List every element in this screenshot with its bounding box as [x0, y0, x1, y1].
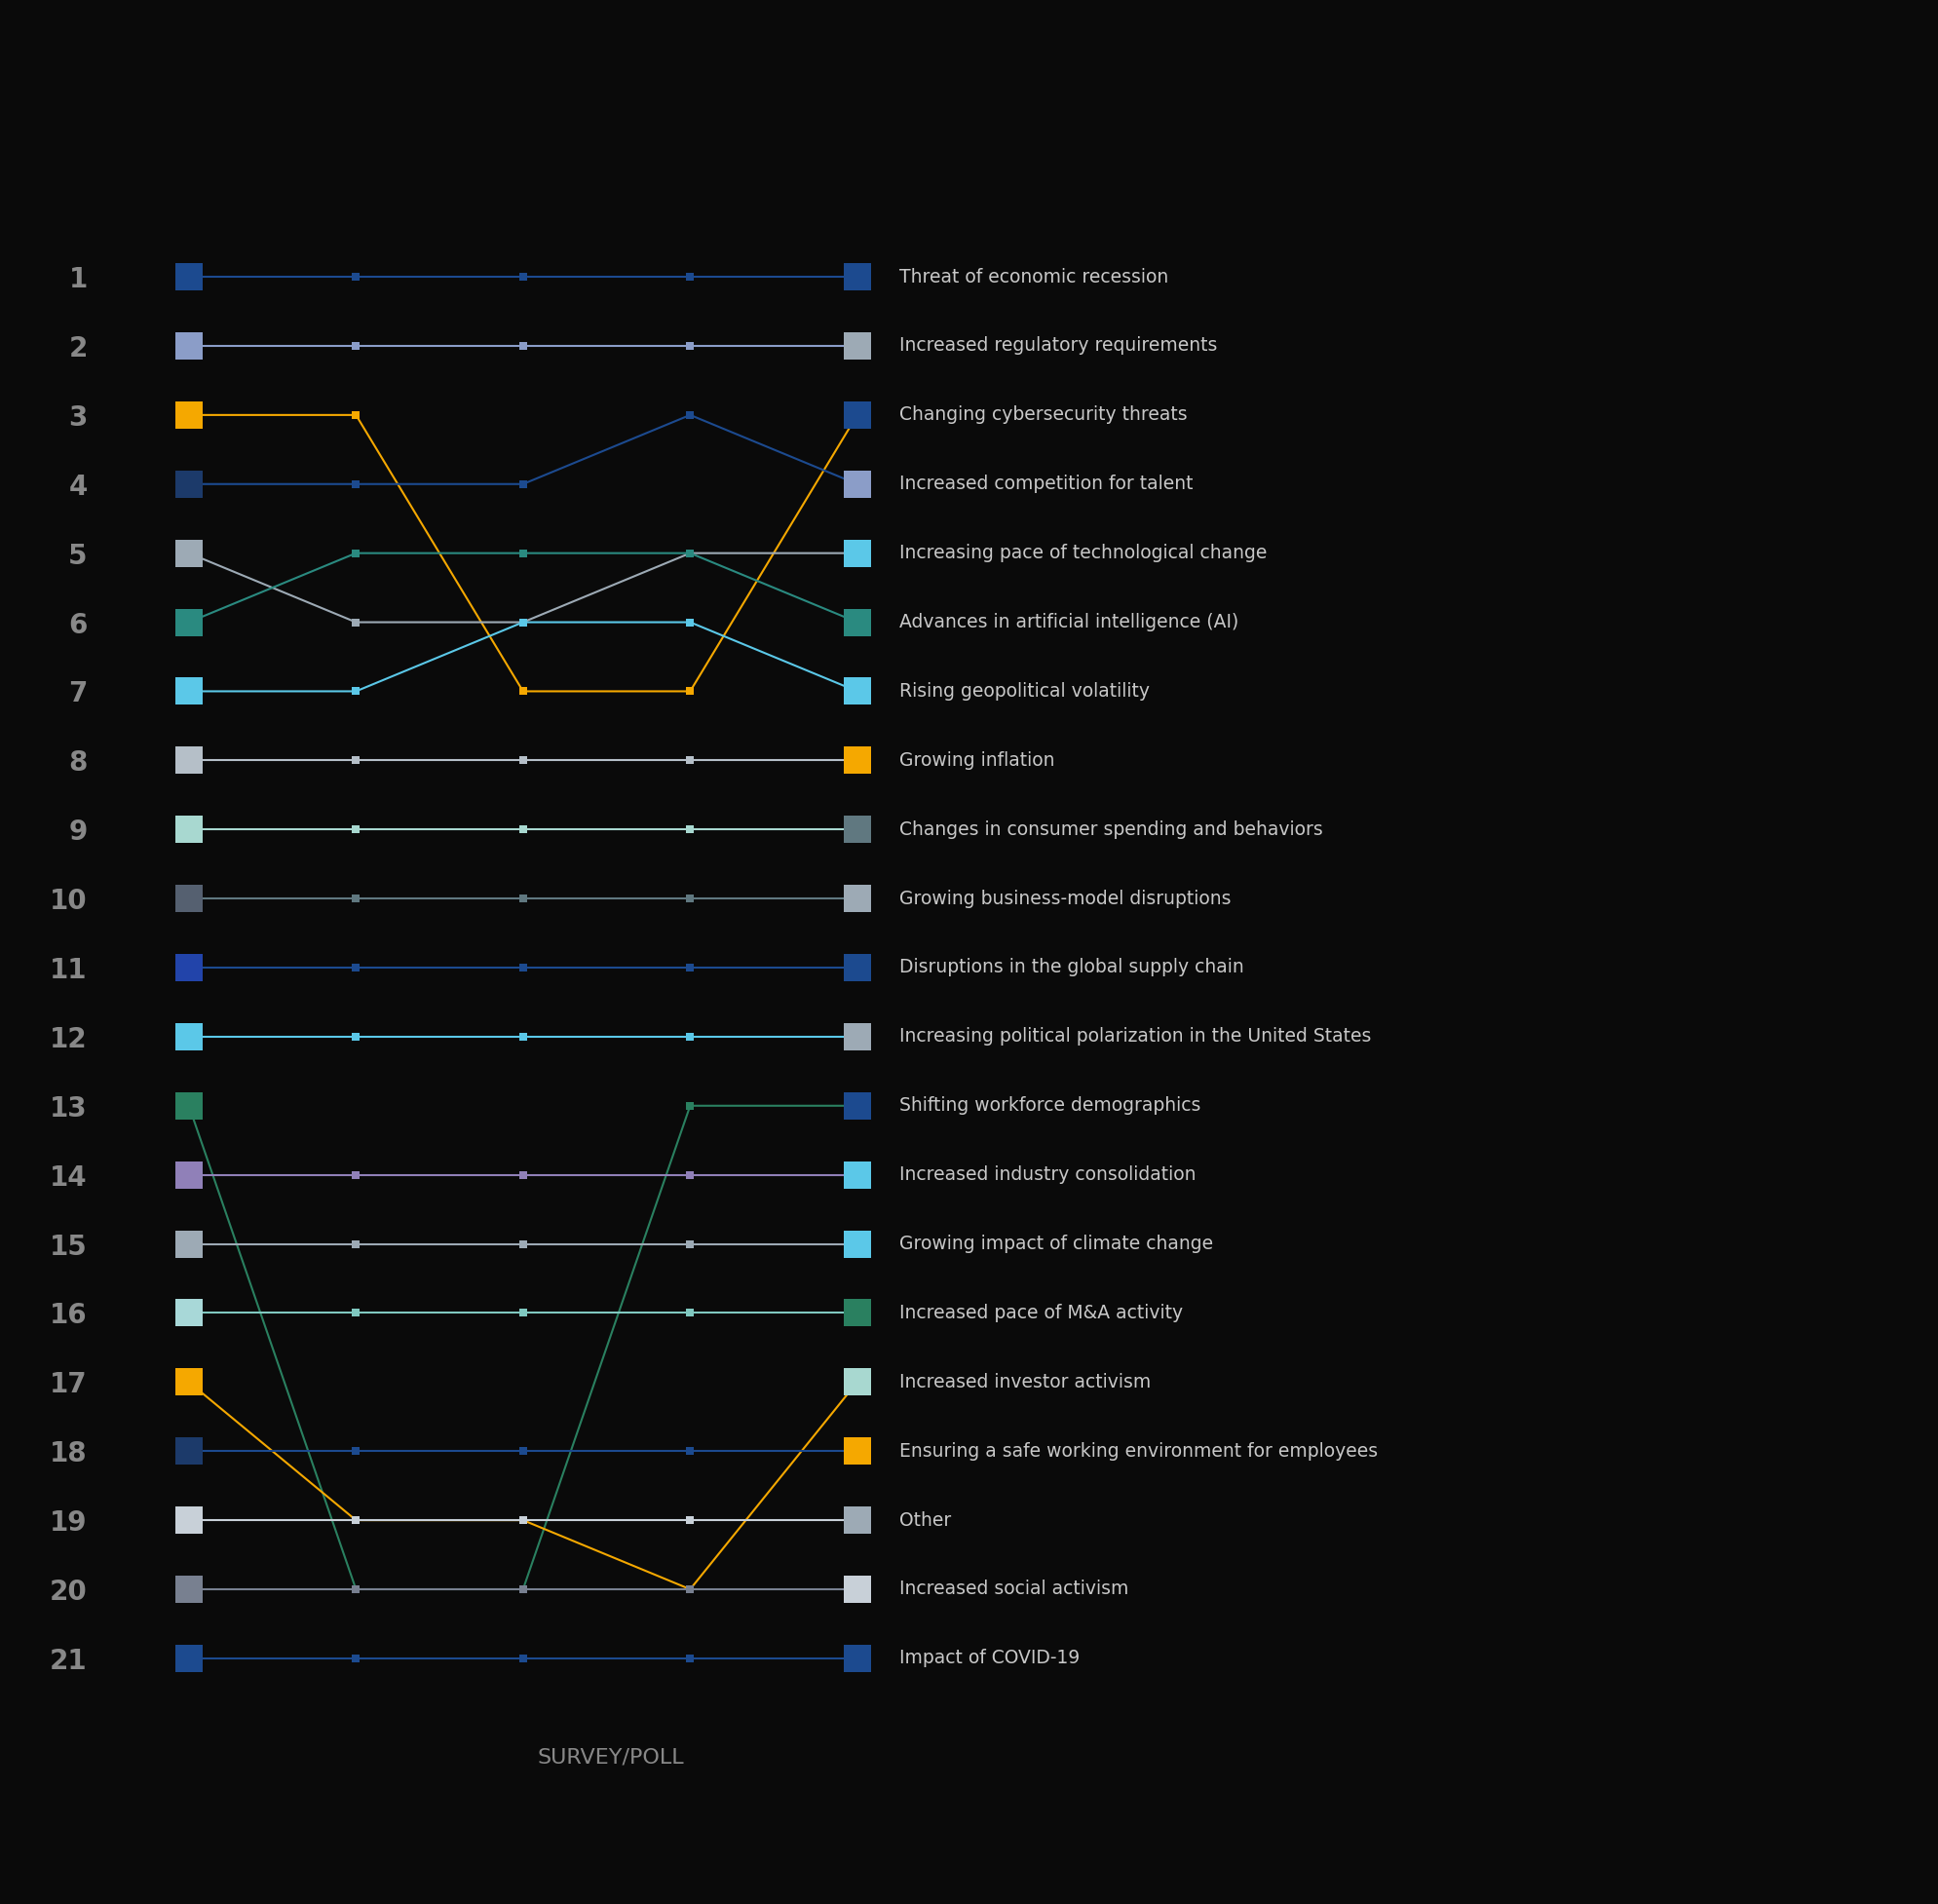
Text: Disruptions in the global supply chain: Disruptions in the global supply chain	[899, 958, 1242, 977]
Text: Changing cybersecurity threats: Changing cybersecurity threats	[899, 406, 1186, 425]
Text: Growing business-model disruptions: Growing business-model disruptions	[899, 889, 1231, 908]
Text: Increasing political polarization in the United States: Increasing political polarization in the…	[899, 1028, 1370, 1045]
Text: Ensuring a safe working environment for employees: Ensuring a safe working environment for …	[899, 1441, 1376, 1460]
Text: Increased industry consolidation: Increased industry consolidation	[899, 1165, 1196, 1184]
Text: Rising geopolitical volatility: Rising geopolitical volatility	[899, 682, 1149, 701]
Text: Increased competition for talent: Increased competition for talent	[899, 474, 1192, 493]
Text: Growing impact of climate change: Growing impact of climate change	[899, 1234, 1213, 1253]
Text: Increased investor activism: Increased investor activism	[899, 1373, 1149, 1392]
Text: Advances in artificial intelligence (AI): Advances in artificial intelligence (AI)	[899, 613, 1238, 632]
Text: Growing inflation: Growing inflation	[899, 750, 1054, 769]
Text: Impact of COVID-19: Impact of COVID-19	[899, 1649, 1079, 1668]
Text: Increasing pace of technological change: Increasing pace of technological change	[899, 545, 1266, 562]
Text: Increased regulatory requirements: Increased regulatory requirements	[899, 337, 1217, 356]
Text: Changes in consumer spending and behaviors: Changes in consumer spending and behavio…	[899, 821, 1322, 838]
Text: Increased pace of M&A activity: Increased pace of M&A activity	[899, 1304, 1182, 1321]
X-axis label: SURVEY/POLL: SURVEY/POLL	[537, 1748, 684, 1767]
Text: Increased social activism: Increased social activism	[899, 1580, 1128, 1599]
Text: Threat of economic recession: Threat of economic recession	[899, 268, 1167, 286]
Text: Other: Other	[899, 1512, 950, 1529]
Text: Shifting workforce demographics: Shifting workforce demographics	[899, 1097, 1200, 1116]
